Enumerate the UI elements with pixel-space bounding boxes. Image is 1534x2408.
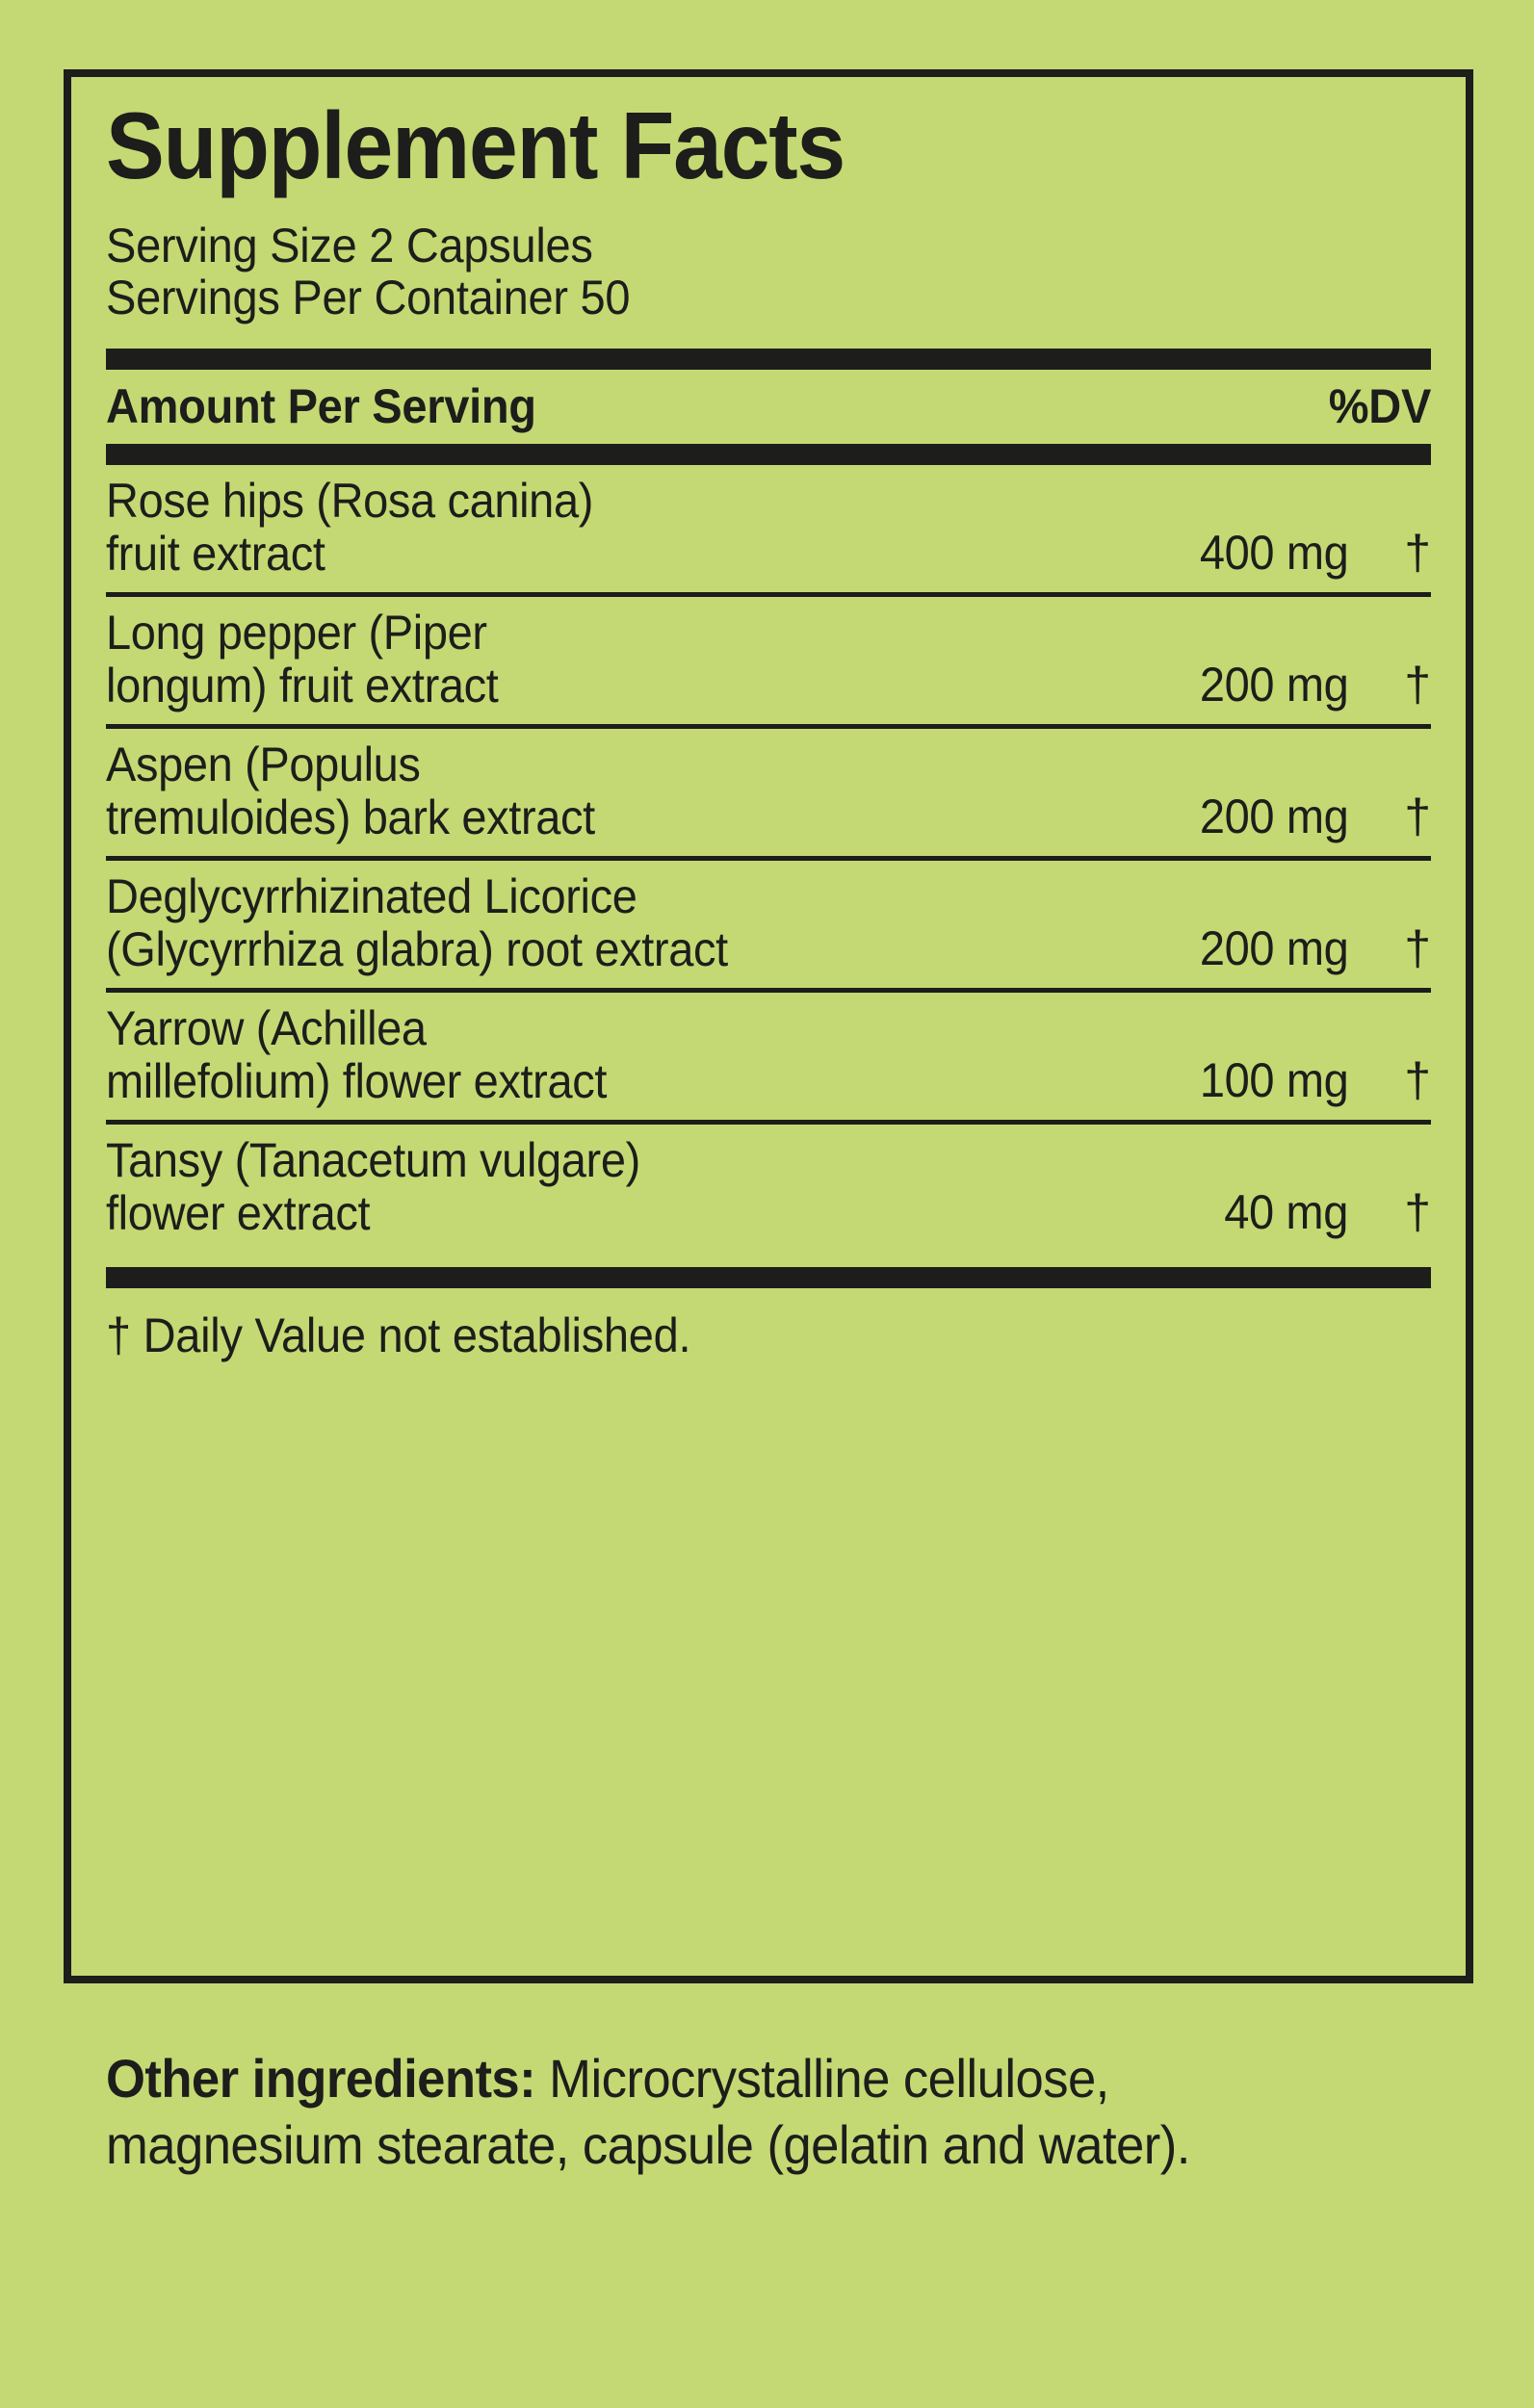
ingredient-amount: 200 mg — [1199, 657, 1348, 712]
ingredient-name: Tansy (Tanacetum vulgare) flower extract — [106, 1132, 640, 1240]
ingredient-name: Rose hips (Rosa canina) fruit extract — [106, 473, 593, 581]
ingredient-amount: 200 mg — [1199, 920, 1348, 975]
divider-thick-above-header — [106, 348, 1431, 370]
ingredient-dv: † — [1404, 1052, 1431, 1107]
ingredient-amount: 100 mg — [1199, 1052, 1348, 1107]
page-title: Supplement Facts — [106, 92, 845, 198]
ingredient-grid: Aspen (Populus tremuloides) bark extract… — [106, 738, 1431, 844]
ingredient-row: Tansy (Tanacetum vulgare) flower extract… — [106, 1125, 1431, 1252]
divider-thin — [106, 855, 1431, 861]
other-ingredients-text: Microcrystalline cellulose, magnesium st… — [106, 2048, 1190, 2176]
panel-inner: Supplement Facts Serving Size 2 Capsules… — [106, 92, 1431, 1362]
ingredient-name: Long pepper (Piper longum) fruit extract — [106, 605, 499, 712]
divider-thin — [106, 1119, 1431, 1125]
serving-size-line: Serving Size 2 Capsules — [106, 218, 593, 272]
ingredient-row: Yarrow (Achillea millefolium) flower ext… — [106, 993, 1431, 1120]
divider-thin — [106, 591, 1431, 597]
ingredient-grid: Deglycyrrhizinated Licorice (Glycyrrhiza… — [106, 868, 1431, 976]
divider-thick-below-header — [106, 443, 1431, 465]
ingredient-dv: † — [1404, 657, 1431, 712]
ingredient-amount: 40 mg — [1224, 1184, 1348, 1239]
divider-thin — [106, 723, 1431, 729]
percent-dv-header: %DV — [1328, 378, 1432, 433]
servings-per-container-line: Servings Per Container 50 — [106, 270, 631, 324]
serving-block: Serving Size 2 Capsules Servings Per Con… — [106, 220, 1431, 324]
ingredient-row: Aspen (Populus tremuloides) bark extract… — [106, 729, 1431, 856]
ingredient-dv: † — [1404, 920, 1431, 975]
supplement-facts-panel: Supplement Facts Serving Size 2 Capsules… — [64, 69, 1473, 1983]
ingredient-row: Deglycyrrhizinated Licorice (Glycyrrhiza… — [106, 861, 1431, 988]
ingredient-grid: Yarrow (Achillea millefolium) flower ext… — [106, 1000, 1431, 1108]
other-ingredients-block: Other ingredients: Microcrystalline cell… — [106, 2045, 1373, 2179]
ingredient-row: Long pepper (Piper longum) fruit extract… — [106, 597, 1431, 724]
amount-per-serving-label: Amount Per Serving — [106, 378, 536, 433]
divider-thick-below-ingredients — [106, 1266, 1431, 1288]
divider-thin — [106, 987, 1431, 993]
ingredient-amount: 400 mg — [1199, 525, 1348, 580]
ingredient-dv: † — [1404, 525, 1431, 580]
ingredient-grid: Rose hips (Rosa canina) fruit extract 400… — [106, 473, 1431, 581]
daily-value-footnote: † Daily Value not established. — [106, 1308, 691, 1362]
ingredient-dv: † — [1404, 1184, 1431, 1239]
ingredient-name: Aspen (Populus tremuloides) bark extract — [106, 737, 595, 844]
ingredient-grid: Long pepper (Piper longum) fruit extract… — [106, 605, 1431, 712]
ingredient-amount: 200 mg — [1199, 789, 1348, 843]
ingredient-dv: † — [1404, 789, 1431, 843]
ingredient-list: Rose hips (Rosa canina) fruit extract 400… — [106, 465, 1431, 1252]
amount-per-serving-header-row: Amount Per Serving %DV — [106, 370, 1431, 444]
other-ingredients-heading: Other ingredients: — [106, 2048, 536, 2109]
ingredient-name: Yarrow (Achillea millefolium) flower ext… — [106, 1000, 608, 1108]
ingredient-grid: Tansy (Tanacetum vulgare) flower extract… — [106, 1132, 1431, 1240]
ingredient-row: Rose hips (Rosa canina) fruit extract 400… — [106, 465, 1431, 592]
ingredient-name: Deglycyrrhizinated Licorice (Glycyrrhiza… — [106, 868, 728, 976]
